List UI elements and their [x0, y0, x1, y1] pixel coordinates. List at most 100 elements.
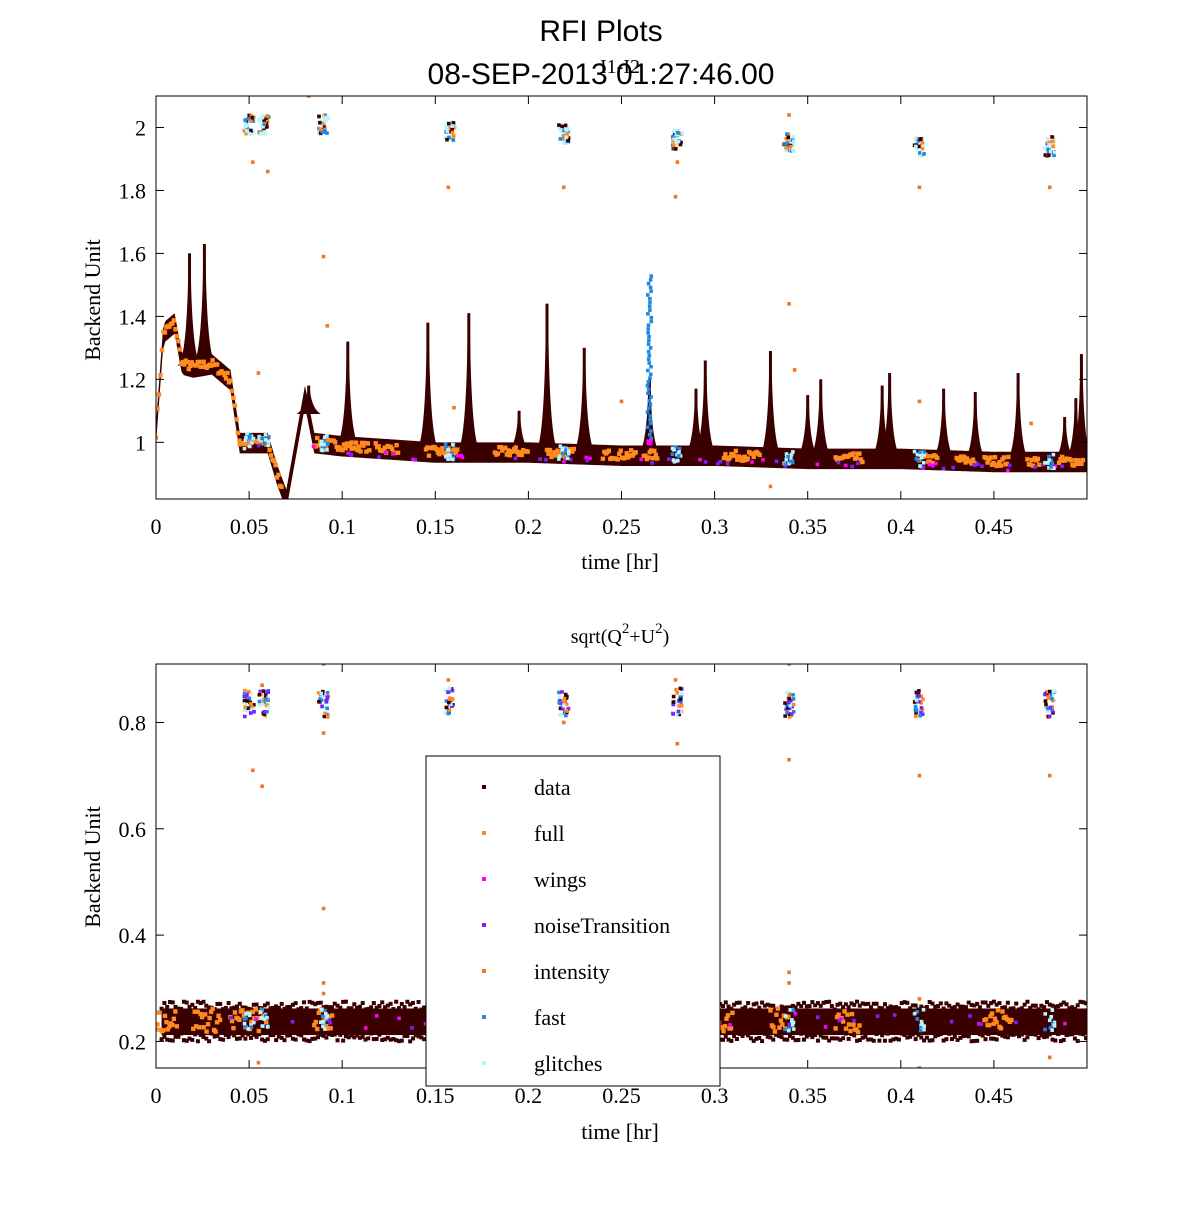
data-point: [952, 1005, 957, 1010]
data-point: [832, 1007, 837, 1012]
data-point: [933, 1004, 938, 1009]
glitch-cluster-point: [678, 686, 683, 691]
fast-burst-point: [646, 323, 651, 328]
data-point: [852, 1033, 857, 1038]
data-point: [274, 1004, 279, 1009]
glitch-baseline-point: [918, 464, 922, 468]
full-point: [389, 446, 395, 452]
legend-label: full: [534, 821, 565, 846]
fast-burst-point: [648, 372, 653, 377]
full-point: [1037, 462, 1042, 467]
data-point: [748, 1007, 753, 1012]
data-point: [994, 1002, 999, 1007]
full-point: [935, 455, 940, 461]
data-point: [986, 1032, 991, 1037]
data-point: [1056, 1004, 1061, 1009]
glitch-baseline-point: [266, 439, 271, 444]
wings-point: [513, 456, 518, 461]
fast-burst-point: [649, 364, 653, 369]
glitch-cluster-point: [325, 690, 330, 695]
fast-burst-point: [647, 432, 652, 437]
full-point: [237, 438, 242, 443]
plot-title-bottom: sqrt(Q2+U2): [571, 621, 670, 648]
wings-point: [980, 464, 984, 469]
glitch-baseline-point: [1046, 461, 1050, 465]
plot-top-ytick-label: 1.2: [119, 367, 147, 392]
plot-top-ytick-label: 1: [135, 430, 146, 455]
full-point: [751, 454, 756, 460]
glitch-baseline-point: [321, 1022, 326, 1027]
data-point: [313, 1036, 318, 1041]
glitch-cluster-point: [919, 701, 923, 705]
data-point: [1067, 1032, 1072, 1037]
data-point: [810, 1000, 815, 1005]
glitch-cluster-point: [784, 136, 789, 141]
data-point: [880, 1006, 885, 1011]
plot-top-data-layer: [156, 96, 1087, 499]
data-point: [329, 1032, 334, 1037]
glitch-cluster-point: [242, 699, 247, 703]
full-point: [1068, 458, 1074, 463]
data-point: [922, 1038, 927, 1043]
glitch-baseline-point: [790, 1018, 794, 1022]
glitch-cluster-point: [913, 137, 918, 141]
data-point: [1058, 1039, 1063, 1044]
fast-burst-point: [649, 395, 653, 399]
glitch-cluster-point: [325, 706, 330, 711]
data-point: [204, 1036, 209, 1041]
full-point: [843, 1026, 849, 1031]
glitch-cluster-point: [914, 690, 919, 695]
fast-burst-point: [646, 387, 651, 392]
wings-point: [852, 1018, 856, 1023]
fast-burst-point: [646, 368, 650, 373]
full-point: [961, 454, 967, 459]
data-point: [187, 1036, 192, 1041]
full-point: [176, 338, 181, 344]
glitch-cluster-point: [246, 123, 250, 128]
glitch-cluster-point: [675, 690, 680, 695]
full-point: [373, 441, 378, 446]
legend-item: full: [482, 821, 565, 846]
glitch-cluster-point: [448, 126, 453, 130]
full-point: [358, 449, 363, 454]
full-point: [170, 1022, 175, 1028]
data-point: [871, 1038, 876, 1043]
plot-top-xtick-label: 0.15: [416, 514, 455, 539]
glitch-cluster-point: [562, 699, 566, 703]
glitch-baseline-point: [783, 462, 787, 467]
glitch-cluster-point: [451, 138, 456, 142]
data-point: [1017, 1034, 1022, 1039]
data-point: [318, 1000, 323, 1005]
data-point: [232, 1033, 237, 1038]
data-point: [908, 1006, 913, 1011]
full-point: [983, 455, 989, 461]
plot-title-bottom-end: ): [663, 626, 670, 648]
full-point: [343, 446, 348, 451]
glitch-cluster-point: [251, 707, 255, 712]
glitch-cluster-point: [559, 129, 563, 133]
glitch-baseline-point: [786, 1028, 791, 1033]
intensity-outlier: [446, 678, 451, 682]
wings-point: [377, 455, 381, 459]
data-point: [986, 1003, 991, 1008]
glitch-cluster-point: [1045, 709, 1050, 714]
glitch-baseline-point: [915, 452, 920, 457]
data-point: [1075, 1038, 1080, 1043]
data-point: [285, 1033, 290, 1038]
glitch-baseline-point: [1048, 1026, 1053, 1030]
legend-label: fast: [534, 1005, 566, 1030]
glitch-cluster-point: [557, 690, 561, 695]
data-point: [760, 1039, 765, 1044]
full-point: [156, 1027, 159, 1032]
data-point: [282, 1006, 287, 1011]
data-point: [1050, 1037, 1055, 1042]
data-point: [1042, 1005, 1047, 1010]
fast-burst-point: [646, 391, 650, 396]
full-point: [201, 359, 206, 365]
glitch-cluster-point: [920, 708, 925, 712]
glitch-cluster-point: [671, 143, 676, 147]
data-point: [380, 1037, 385, 1042]
full-point: [722, 1024, 728, 1029]
plot-bottom-xtick-label: 0.25: [602, 1083, 641, 1108]
plot-i1-i2: I1-I2 0 0.05 0.1 0.15 0.2 0.25 0.3 0.35 0.4 0.45 1…: [80, 56, 1088, 574]
